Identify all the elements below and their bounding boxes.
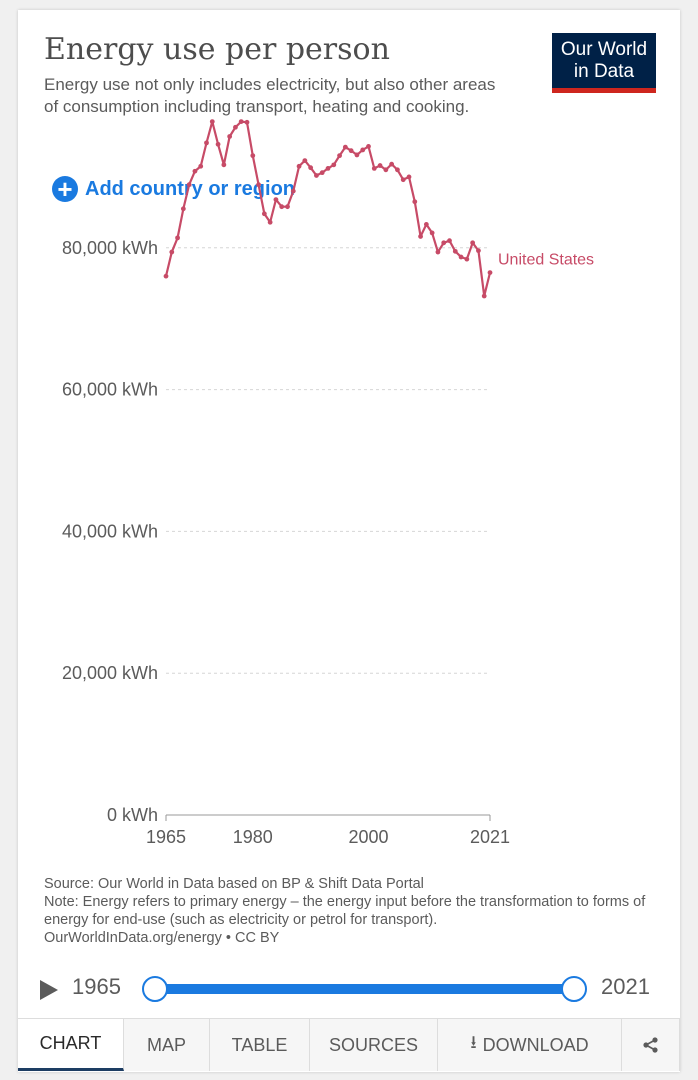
timeline-track[interactable] bbox=[155, 984, 573, 994]
data-point bbox=[400, 177, 406, 183]
data-point bbox=[221, 162, 227, 168]
y-tick-label: 60,000 kWh bbox=[62, 380, 158, 400]
data-point bbox=[470, 240, 476, 246]
data-point bbox=[198, 163, 204, 169]
logo-line-2: in Data bbox=[573, 61, 635, 82]
y-tick-label: 40,000 kWh bbox=[62, 521, 158, 541]
data-point bbox=[273, 197, 279, 202]
data-point bbox=[244, 119, 250, 125]
line-chart: 0 kWh 20,000 kWh 40,000 kWh 60,000 kWh 80,00… bbox=[62, 119, 594, 847]
add-country-label: Add country or region bbox=[85, 177, 295, 200]
data-point bbox=[325, 165, 331, 171]
timeline-start-label: 1965 bbox=[72, 974, 121, 999]
download-icon: ⭳ bbox=[470, 1032, 477, 1052]
source-text: Source: Our World in Data based on BP & … bbox=[44, 876, 424, 892]
data-point bbox=[464, 256, 470, 262]
data-point bbox=[261, 211, 267, 217]
data-point bbox=[169, 249, 175, 255]
data-point bbox=[285, 204, 290, 210]
plus-circle-icon: + bbox=[52, 176, 78, 202]
license-link[interactable]: OurWorldInData.org/energy • CC BY bbox=[44, 930, 280, 946]
data-point bbox=[250, 153, 256, 159]
data-point bbox=[180, 206, 186, 212]
data-point bbox=[435, 249, 441, 255]
x-tick-label: 1980 bbox=[233, 827, 273, 847]
data-point bbox=[308, 165, 314, 171]
chart-card: Energy use per person Energy use not onl… bbox=[18, 10, 680, 1072]
tab-bar: CHART MAP TABLE SOURCES ⭳ DOWNLOAD bbox=[18, 1018, 680, 1071]
data-point bbox=[354, 152, 360, 158]
data-point bbox=[383, 167, 389, 173]
timeline: 1965 2021 bbox=[18, 968, 680, 1012]
data-point bbox=[348, 148, 354, 154]
data-point bbox=[418, 234, 423, 239]
data-point bbox=[175, 235, 180, 241]
data-point bbox=[412, 199, 418, 205]
share-icon bbox=[642, 1037, 658, 1053]
data-point bbox=[215, 141, 221, 147]
data-point bbox=[395, 167, 400, 173]
data-point bbox=[314, 173, 319, 178]
add-country-button[interactable]: + Add country or region bbox=[52, 176, 295, 202]
x-tick-label: 2021 bbox=[470, 827, 510, 847]
data-point bbox=[371, 165, 377, 171]
data-point bbox=[481, 293, 487, 299]
y-tick-label: 20,000 kWh bbox=[62, 663, 158, 683]
x-tick-label: 1965 bbox=[146, 827, 186, 847]
data-point bbox=[319, 170, 325, 176]
data-point bbox=[302, 158, 308, 163]
data-point bbox=[238, 119, 244, 124]
data-point bbox=[342, 144, 348, 150]
tab-table[interactable]: TABLE bbox=[210, 1019, 310, 1071]
y-tick-label: 0 kWh bbox=[107, 805, 158, 825]
data-point bbox=[296, 163, 302, 169]
data-point bbox=[186, 182, 192, 188]
data-point bbox=[256, 182, 261, 188]
timeline-end-handle[interactable] bbox=[561, 976, 587, 1002]
timeline-end-label: 2021 bbox=[601, 974, 650, 999]
data-point bbox=[163, 273, 169, 279]
tab-map[interactable]: MAP bbox=[124, 1019, 210, 1071]
play-icon[interactable] bbox=[40, 980, 58, 1000]
data-point bbox=[290, 188, 296, 194]
owid-logo[interactable]: Our World in Data bbox=[552, 33, 656, 93]
data-point bbox=[204, 140, 209, 146]
tab-sources[interactable]: SOURCES bbox=[310, 1019, 438, 1071]
data-point bbox=[227, 134, 233, 139]
tab-chart[interactable]: CHART bbox=[18, 1019, 124, 1071]
data-point bbox=[337, 153, 342, 159]
data-point bbox=[429, 230, 435, 236]
data-point bbox=[209, 119, 215, 124]
data-point bbox=[452, 248, 458, 254]
tab-share[interactable] bbox=[622, 1019, 680, 1071]
data-point bbox=[331, 162, 337, 168]
x-tick-label: 2000 bbox=[348, 827, 388, 847]
source-notes: Source: Our World in Data based on BP & … bbox=[44, 875, 664, 947]
tab-download[interactable]: ⭳ DOWNLOAD bbox=[438, 1019, 622, 1071]
timeline-start-handle[interactable] bbox=[142, 976, 168, 1002]
data-point bbox=[360, 147, 366, 153]
data-point bbox=[476, 248, 481, 254]
data-point bbox=[267, 219, 273, 225]
data-point bbox=[389, 161, 395, 167]
series-label: United States bbox=[498, 252, 594, 269]
y-tick-label: 80,000 kWh bbox=[62, 238, 158, 258]
note-text: Note: Energy refers to primary energy – … bbox=[44, 894, 646, 928]
data-point bbox=[441, 240, 447, 246]
data-point bbox=[423, 222, 429, 227]
chart-title: Energy use per person bbox=[44, 32, 390, 67]
tab-download-label: DOWNLOAD bbox=[482, 1034, 589, 1055]
data-point bbox=[366, 144, 371, 149]
chart-subtitle: Energy use not only includes electricity… bbox=[44, 75, 496, 116]
data-point bbox=[192, 168, 198, 174]
series-line-united-states bbox=[164, 120, 492, 298]
data-point bbox=[377, 163, 383, 168]
data-point bbox=[406, 174, 412, 180]
data-point bbox=[447, 238, 452, 244]
data-point bbox=[233, 124, 238, 130]
logo-line-1: Our World bbox=[560, 39, 648, 60]
data-point bbox=[458, 254, 464, 260]
data-point bbox=[487, 270, 493, 276]
data-point bbox=[279, 204, 285, 210]
